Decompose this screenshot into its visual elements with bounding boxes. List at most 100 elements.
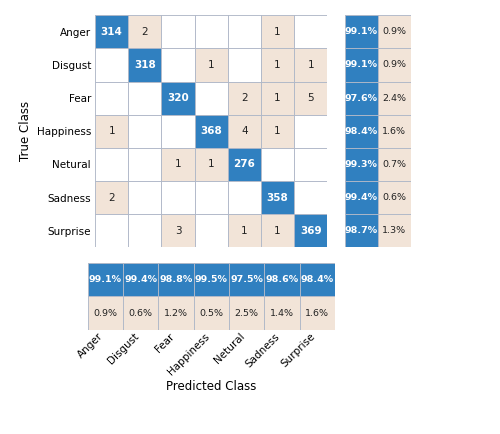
Text: 1.3%: 1.3% bbox=[382, 226, 406, 235]
Bar bbox=[194, 181, 228, 214]
Text: 2.4%: 2.4% bbox=[382, 94, 406, 102]
Bar bbox=[378, 48, 411, 82]
Text: 318: 318 bbox=[134, 60, 156, 70]
Text: 368: 368 bbox=[200, 126, 222, 136]
Bar bbox=[261, 181, 294, 214]
Bar bbox=[128, 115, 162, 148]
Bar bbox=[261, 214, 294, 247]
Text: 358: 358 bbox=[266, 193, 288, 203]
Bar bbox=[228, 181, 261, 214]
Text: 5: 5 bbox=[308, 93, 314, 103]
Bar bbox=[294, 148, 328, 181]
Bar bbox=[95, 115, 128, 148]
Text: 1: 1 bbox=[274, 27, 281, 37]
Text: 0.6%: 0.6% bbox=[128, 309, 152, 318]
Text: 2: 2 bbox=[241, 93, 248, 103]
Text: 99.3%: 99.3% bbox=[344, 160, 378, 169]
Bar bbox=[123, 296, 158, 330]
Text: 2.5%: 2.5% bbox=[234, 309, 258, 318]
Bar bbox=[194, 82, 228, 115]
Bar bbox=[162, 115, 194, 148]
Bar bbox=[88, 296, 123, 330]
Text: 0.9%: 0.9% bbox=[382, 27, 406, 36]
Text: 320: 320 bbox=[167, 93, 189, 103]
Text: 97.6%: 97.6% bbox=[344, 94, 378, 102]
Bar bbox=[300, 263, 335, 296]
Text: 0.9%: 0.9% bbox=[93, 309, 117, 318]
Bar bbox=[344, 115, 378, 148]
Bar bbox=[162, 82, 194, 115]
Bar bbox=[378, 15, 411, 48]
Bar bbox=[294, 82, 328, 115]
Text: 4: 4 bbox=[241, 126, 248, 136]
Bar bbox=[344, 48, 378, 82]
Bar bbox=[194, 214, 228, 247]
Text: 1.6%: 1.6% bbox=[382, 127, 406, 136]
Bar bbox=[261, 15, 294, 48]
Text: 98.4%: 98.4% bbox=[344, 127, 378, 136]
Bar bbox=[261, 48, 294, 82]
Bar bbox=[378, 115, 411, 148]
Bar bbox=[194, 48, 228, 82]
X-axis label: Predicted Class: Predicted Class bbox=[166, 379, 256, 392]
Text: 1.2%: 1.2% bbox=[164, 309, 188, 318]
Text: 1: 1 bbox=[274, 126, 281, 136]
Bar bbox=[162, 48, 194, 82]
Bar bbox=[162, 15, 194, 48]
Bar bbox=[228, 48, 261, 82]
Y-axis label: True Class: True Class bbox=[20, 101, 32, 161]
Text: 0.5%: 0.5% bbox=[199, 309, 223, 318]
Bar bbox=[378, 82, 411, 115]
Bar bbox=[95, 181, 128, 214]
Bar bbox=[261, 148, 294, 181]
Text: 1: 1 bbox=[175, 159, 182, 169]
Text: 99.1%: 99.1% bbox=[344, 60, 378, 69]
Text: 2: 2 bbox=[108, 193, 115, 203]
Bar bbox=[294, 115, 328, 148]
Bar bbox=[228, 115, 261, 148]
Bar bbox=[158, 263, 194, 296]
Bar bbox=[344, 148, 378, 181]
Bar bbox=[228, 82, 261, 115]
Text: 3: 3 bbox=[175, 226, 182, 236]
Bar bbox=[344, 15, 378, 48]
Bar bbox=[88, 263, 123, 296]
Text: 0.9%: 0.9% bbox=[382, 60, 406, 69]
Text: 2: 2 bbox=[142, 27, 148, 37]
Bar bbox=[294, 15, 328, 48]
Bar bbox=[229, 296, 264, 330]
Bar bbox=[95, 148, 128, 181]
Bar bbox=[344, 214, 378, 247]
Text: 1: 1 bbox=[274, 226, 281, 236]
Bar bbox=[228, 214, 261, 247]
Bar bbox=[128, 48, 162, 82]
Bar bbox=[300, 296, 335, 330]
Bar bbox=[95, 48, 128, 82]
Bar bbox=[344, 82, 378, 115]
Text: 99.5%: 99.5% bbox=[195, 275, 228, 284]
Bar bbox=[294, 48, 328, 82]
Bar bbox=[378, 148, 411, 181]
Bar bbox=[228, 148, 261, 181]
Bar bbox=[162, 148, 194, 181]
Text: 1: 1 bbox=[274, 93, 281, 103]
Bar bbox=[261, 115, 294, 148]
Bar bbox=[123, 263, 158, 296]
Bar bbox=[128, 15, 162, 48]
Bar bbox=[378, 214, 411, 247]
Bar bbox=[128, 181, 162, 214]
Bar bbox=[294, 214, 328, 247]
Text: 1: 1 bbox=[274, 60, 281, 70]
Bar bbox=[128, 82, 162, 115]
Text: 314: 314 bbox=[101, 27, 122, 37]
Text: 276: 276 bbox=[234, 159, 256, 169]
Bar bbox=[162, 181, 194, 214]
Bar bbox=[95, 15, 128, 48]
Bar bbox=[261, 82, 294, 115]
Bar bbox=[194, 263, 229, 296]
Text: 1: 1 bbox=[208, 159, 214, 169]
Text: 98.6%: 98.6% bbox=[266, 275, 298, 284]
Text: 98.8%: 98.8% bbox=[160, 275, 192, 284]
Text: 1: 1 bbox=[308, 60, 314, 70]
Text: 99.4%: 99.4% bbox=[344, 193, 378, 202]
